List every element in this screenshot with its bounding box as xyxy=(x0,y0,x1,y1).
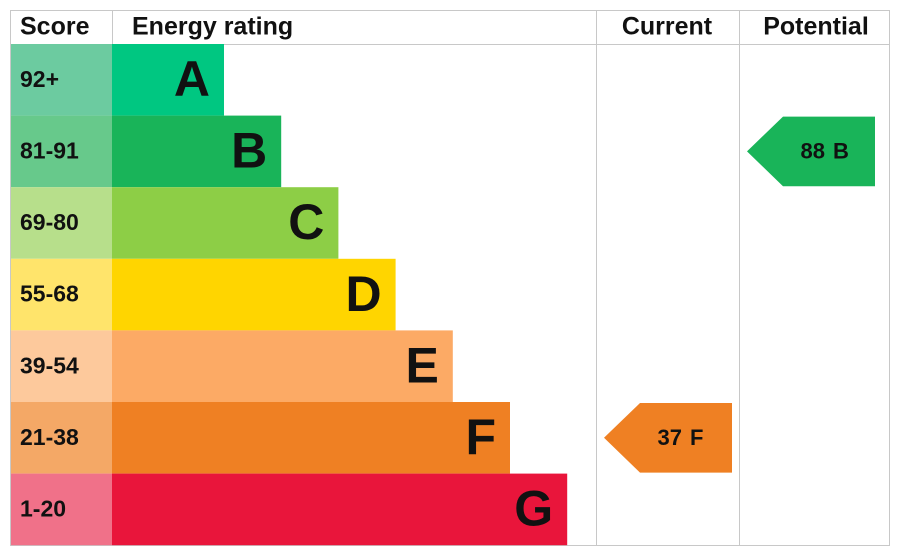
band-letter: G xyxy=(514,481,553,537)
rating-letter: F xyxy=(690,425,703,450)
score-header: Score xyxy=(20,13,90,41)
current-indicator: 37 F xyxy=(604,403,732,473)
frame xyxy=(10,10,890,546)
score-cell xyxy=(11,258,112,331)
rating-bar xyxy=(112,115,282,188)
band-letter: F xyxy=(465,409,496,465)
rating-value: 88 xyxy=(801,138,825,163)
band-letter: E xyxy=(405,337,438,393)
rating-bar xyxy=(112,258,396,331)
score-range: 1-20 xyxy=(20,495,66,521)
rating-bar xyxy=(112,402,510,474)
rating-bar xyxy=(112,330,453,402)
arrow xyxy=(604,403,732,473)
rating-bar xyxy=(112,187,339,259)
letter: F xyxy=(690,425,703,450)
score-cell xyxy=(11,44,112,116)
score-cell xyxy=(11,115,112,188)
current-header: Current xyxy=(622,13,713,41)
score-range: 39-54 xyxy=(20,352,79,378)
score-range: 69-80 xyxy=(20,209,79,235)
arrow xyxy=(747,116,875,187)
band-letter: B xyxy=(231,123,267,179)
band-letter: D xyxy=(345,266,381,322)
score-range: 21-38 xyxy=(20,424,79,450)
rating-letter: B xyxy=(833,138,849,163)
letter: B xyxy=(833,138,849,163)
rating-bar xyxy=(112,473,568,546)
rating-header: Energy rating xyxy=(132,13,293,41)
rating-bar xyxy=(112,44,224,116)
score-cell xyxy=(11,402,112,474)
score-cell xyxy=(11,330,112,402)
score-cell xyxy=(11,473,112,546)
score-range: 92+ xyxy=(20,66,59,92)
value: 88 xyxy=(801,138,825,163)
band-letter: C xyxy=(288,194,324,250)
score-cell xyxy=(11,187,112,259)
value: 37 xyxy=(658,425,682,450)
score-range: 55-68 xyxy=(20,281,79,307)
rating-value: 37 xyxy=(658,425,682,450)
score-range: 81-91 xyxy=(20,137,79,163)
band-letter: A xyxy=(174,51,210,107)
potential-indicator: 88 B xyxy=(747,116,875,187)
potential-header: Potential xyxy=(763,13,869,41)
